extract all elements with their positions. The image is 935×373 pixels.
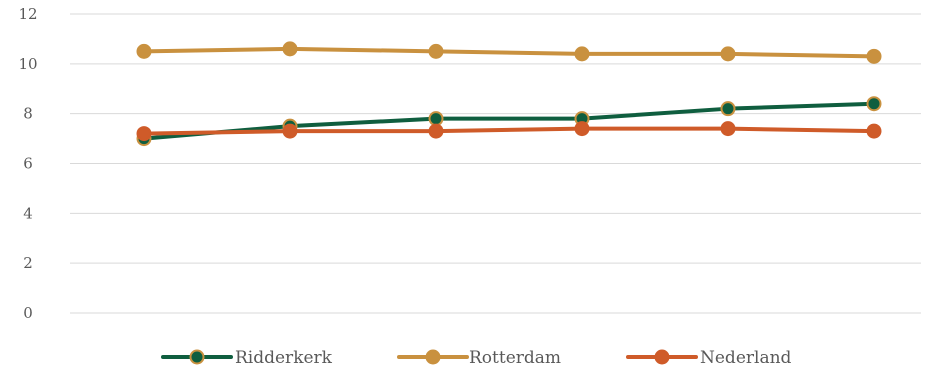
legend-label: Ridderkerk xyxy=(235,348,333,368)
legend-marker xyxy=(654,349,670,365)
legend-label: Rotterdam xyxy=(469,348,561,368)
series-rotterdam xyxy=(136,41,882,64)
series-ridderkerk xyxy=(136,96,882,147)
y-axis-tick-labels: 0 2 4 6 8 10 12 xyxy=(18,5,37,322)
data-point xyxy=(720,101,736,117)
data-point xyxy=(866,123,882,139)
y-tick-label: 10 xyxy=(18,55,37,73)
data-point xyxy=(428,123,444,139)
series-line xyxy=(142,101,876,141)
y-tick-label: 0 xyxy=(23,304,33,322)
legend-item-rotterdam: Rotterdam xyxy=(397,348,561,368)
data-point xyxy=(866,96,882,112)
data-point xyxy=(720,121,736,137)
y-tick-label: 6 xyxy=(23,155,33,173)
data-point xyxy=(428,43,444,59)
legend-marker xyxy=(425,349,441,365)
series-line xyxy=(142,126,876,136)
legend-item-nederland: Nederland xyxy=(626,348,792,368)
legend-marker xyxy=(189,349,205,365)
y-tick-label: 2 xyxy=(23,254,33,272)
y-tick-label: 8 xyxy=(23,105,33,123)
data-point xyxy=(428,111,444,127)
data-point xyxy=(720,46,736,62)
chart-gridlines xyxy=(70,13,921,314)
data-point xyxy=(866,48,882,64)
legend-item-ridderkerk: Ridderkerk xyxy=(161,348,333,368)
data-point xyxy=(574,121,590,137)
series-nederland xyxy=(136,121,882,142)
y-tick-label: 12 xyxy=(18,5,37,23)
chart-legend: Ridderkerk Rotterdam Nederland xyxy=(161,348,792,368)
data-point xyxy=(282,123,298,139)
data-point xyxy=(282,41,298,57)
data-point xyxy=(136,43,152,59)
data-point xyxy=(136,126,152,142)
chart-series xyxy=(136,41,882,147)
series-line xyxy=(142,46,876,59)
legend-label: Nederland xyxy=(700,348,792,368)
y-tick-label: 4 xyxy=(23,204,33,222)
data-point xyxy=(574,46,590,62)
